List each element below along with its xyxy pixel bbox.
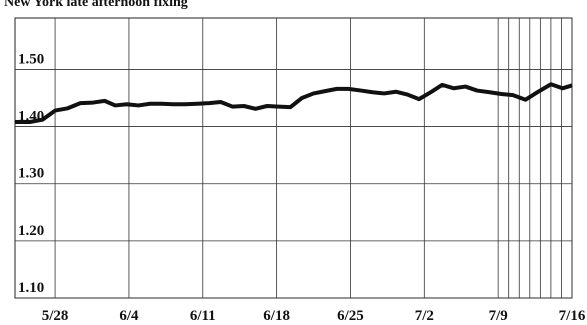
plot-frame — [14, 17, 573, 299]
x-tick-label: 7/2 — [415, 308, 434, 324]
y-tick-label: 1.30 — [18, 166, 44, 182]
x-tick-label: 7/16 — [559, 308, 586, 324]
x-tick-label: 5/28 — [42, 308, 69, 324]
chart-title: New York late afternoon fixing — [4, 0, 188, 10]
data-line — [15, 82, 573, 124]
y-tick-label: 1.20 — [18, 223, 44, 239]
x-tick-label: 6/18 — [263, 308, 290, 324]
x-tick-label: 6/11 — [190, 308, 216, 324]
x-tick-label: 6/25 — [337, 308, 364, 324]
x-tick-label: 6/4 — [119, 308, 139, 324]
y-tick-label: 1.50 — [18, 51, 44, 67]
x-tick-label: 7/9 — [489, 308, 508, 324]
y-tick-label: 1.10 — [18, 280, 44, 296]
